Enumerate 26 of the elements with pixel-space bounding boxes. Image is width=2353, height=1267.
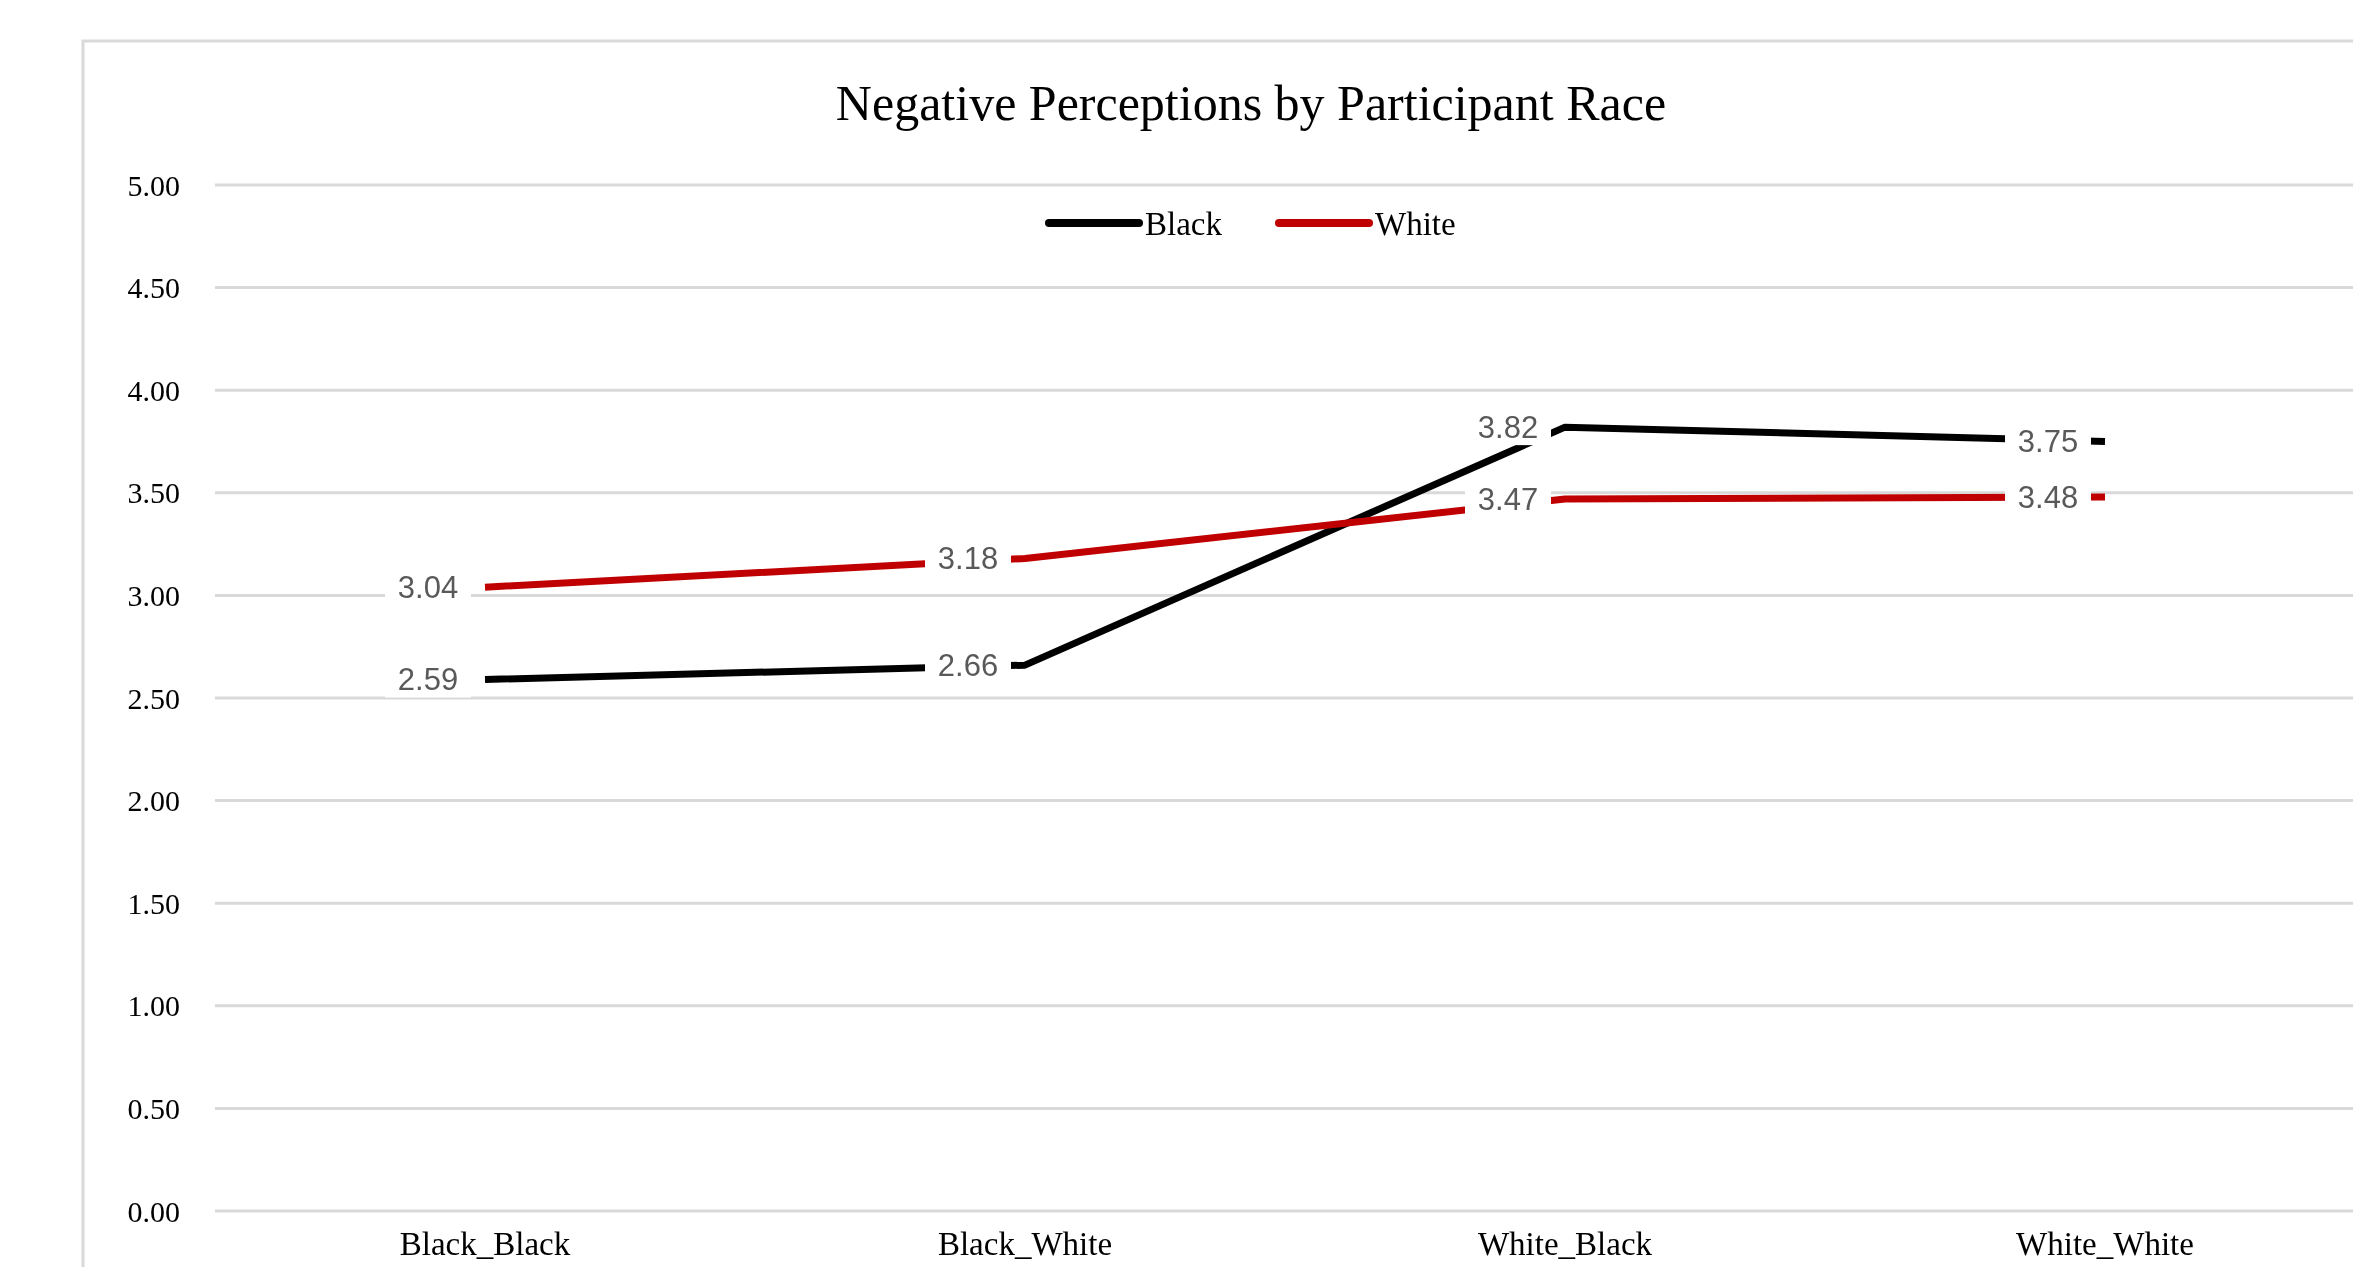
text: 2.00 [127,784,180,818]
x-tick-label: White_White [2016,1226,2194,1262]
chart-title: Negative Perceptions by Participant Race [835,75,1667,131]
text: 4.00 [127,373,180,407]
text: 1.50 [127,886,180,920]
data-label: 3.18 [937,541,999,577]
data-label: 2.66 [937,648,999,684]
text: 4.50 [127,271,180,305]
text: 5.00 [127,168,180,202]
text: 2.50 [127,681,180,715]
data-label: 3.04 [397,570,459,606]
x-tick-label: Black_White [937,1226,1113,1262]
x-tick-label: White_Black [1477,1226,1653,1262]
data-label: 3.75 [2017,424,2079,460]
data-label: 3.48 [2017,479,2079,515]
text: 3.00 [127,578,180,612]
text: 3.50 [127,476,180,510]
data-label: 3.47 [1477,481,1539,517]
text: 0.50 [127,1091,180,1125]
data-label: 3.82 [1477,409,1539,445]
legend-label: White [1375,205,1456,242]
x-tick-label: Black_Black [399,1226,571,1262]
text: 0.00 [127,1194,180,1228]
text: 1.00 [127,989,180,1023]
data-label: 2.59 [397,662,459,698]
legend-label: Black [1145,205,1223,242]
